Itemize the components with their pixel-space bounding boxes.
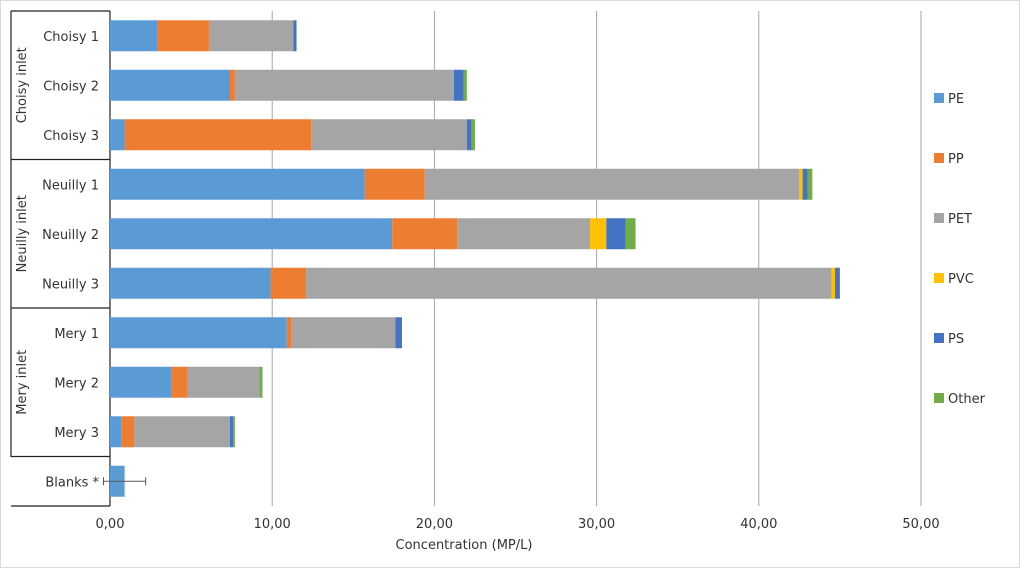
legend-swatch-pp bbox=[934, 153, 944, 163]
bar-choisy-3-other bbox=[471, 119, 475, 151]
bar-mery-1-pe bbox=[110, 317, 287, 349]
x-tick-label-30: 30,00 bbox=[578, 517, 615, 532]
bar-neuilly-3-pp bbox=[270, 267, 307, 299]
bar-mery-2-pe bbox=[110, 366, 172, 398]
legend-label-pe: PE bbox=[948, 92, 964, 107]
bar-choisy-1-pp bbox=[157, 20, 209, 52]
bar-choisy-3-pe bbox=[110, 119, 125, 151]
legend-label-ps: PS bbox=[948, 332, 964, 347]
bar-mery-3-pet bbox=[134, 416, 231, 448]
bar-neuilly-2-pe bbox=[110, 218, 393, 250]
x-axis-title: Concentration (MP/L) bbox=[396, 538, 533, 553]
bar-neuilly-1-other bbox=[807, 168, 813, 200]
bar-mery-1-pet bbox=[291, 317, 396, 349]
legend-swatch-pe bbox=[934, 93, 944, 103]
group-label-choisy-inlet: Choisy inlet bbox=[15, 47, 30, 123]
bar-choisy-3-pp bbox=[124, 119, 312, 151]
legend-label-pet: PET bbox=[948, 212, 972, 227]
category-label-choisy-1: Choisy 1 bbox=[43, 30, 99, 45]
bar-choisy-2-pe bbox=[110, 69, 231, 101]
bar-neuilly-3-pe bbox=[110, 267, 271, 299]
bar-choisy-2-ps bbox=[453, 69, 464, 101]
bar-choisy-2-pet bbox=[234, 69, 454, 101]
group-label-neuilly-inlet: Neuilly inlet bbox=[15, 195, 30, 272]
category-label-neuilly-3: Neuilly 3 bbox=[42, 277, 99, 292]
legend-swatch-ps bbox=[934, 333, 944, 343]
bar-neuilly-3-ps bbox=[835, 267, 840, 299]
bar-mery-3-other bbox=[233, 416, 235, 448]
bar-choisy-3-pet bbox=[311, 119, 467, 151]
category-label-neuilly-2: Neuilly 2 bbox=[42, 228, 99, 243]
bar-neuilly-1-ps bbox=[802, 168, 808, 200]
bar-neuilly-2-ps bbox=[606, 218, 626, 250]
legend-swatch-other bbox=[934, 393, 944, 403]
bar-choisy-3-ps bbox=[466, 119, 472, 151]
bar-neuilly-1-pe bbox=[110, 168, 365, 200]
category-label-mery-2: Mery 2 bbox=[54, 376, 99, 391]
category-label-blanks: Blanks * bbox=[45, 475, 99, 490]
x-tick-label-40: 40,00 bbox=[740, 517, 777, 532]
bar-neuilly-1-pvc bbox=[799, 168, 803, 200]
bar-neuilly-1-pet bbox=[424, 168, 800, 200]
bar-mery-1-ps bbox=[395, 317, 402, 349]
bar-mery-3-pp bbox=[121, 416, 135, 448]
bar-mery-2-other bbox=[259, 366, 263, 398]
legend-label-other: Other bbox=[948, 392, 986, 407]
bar-mery-3-ps bbox=[230, 416, 234, 448]
group-labels: Choisy inlet Neuilly inlet Mery inlet bbox=[15, 47, 30, 415]
bar-neuilly-2-pet bbox=[457, 218, 591, 250]
bar-choisy-1-pet bbox=[208, 20, 294, 52]
x-tick-label-50: 50,00 bbox=[902, 517, 939, 532]
bar-choisy-1-pe bbox=[110, 20, 158, 52]
x-tick-labels: 0,00 10,00 20,00 30,00 40,00 50,00 bbox=[96, 517, 940, 532]
bar-mery-2-pet bbox=[187, 366, 260, 398]
legend-swatch-pvc bbox=[934, 273, 944, 283]
x-tick-label-20: 20,00 bbox=[416, 517, 453, 532]
x-tick-label-0: 0,00 bbox=[96, 517, 125, 532]
legend-label-pp: PP bbox=[948, 152, 964, 167]
legend-label-pvc: PVC bbox=[948, 272, 974, 287]
bar-choisy-2-other bbox=[463, 69, 467, 101]
bar-neuilly-2-other bbox=[625, 218, 636, 250]
bar-choisy-2-pp bbox=[230, 69, 235, 101]
category-label-mery-1: Mery 1 bbox=[54, 327, 99, 342]
bar-neuilly-3-pvc bbox=[831, 267, 836, 299]
category-label-neuilly-1: Neuilly 1 bbox=[42, 178, 99, 193]
x-tick-label-10: 10,00 bbox=[254, 517, 291, 532]
legend-swatch-pet bbox=[934, 213, 944, 223]
category-label-choisy-3: Choisy 3 bbox=[43, 129, 99, 144]
bar-mery-2-pp bbox=[171, 366, 188, 398]
bars bbox=[103, 20, 840, 497]
bar-mery-1-pp bbox=[286, 317, 292, 349]
bar-neuilly-1-pp bbox=[364, 168, 425, 200]
bar-choisy-1-ps bbox=[293, 20, 297, 52]
bar-neuilly-3-pet bbox=[306, 267, 832, 299]
category-label-choisy-2: Choisy 2 bbox=[43, 79, 99, 94]
bar-neuilly-2-pvc bbox=[590, 218, 607, 250]
group-label-mery-inlet: Mery inlet bbox=[15, 350, 30, 415]
category-label-mery-3: Mery 3 bbox=[54, 426, 99, 441]
bar-mery-3-pe bbox=[110, 416, 122, 448]
legend: PE PP PET PVC PS Other bbox=[934, 92, 986, 407]
category-labels: Choisy 1 Choisy 2 Choisy 3 Neuilly 1 Neuilly… bbox=[42, 30, 99, 491]
bar-neuilly-2-pp bbox=[392, 218, 458, 250]
